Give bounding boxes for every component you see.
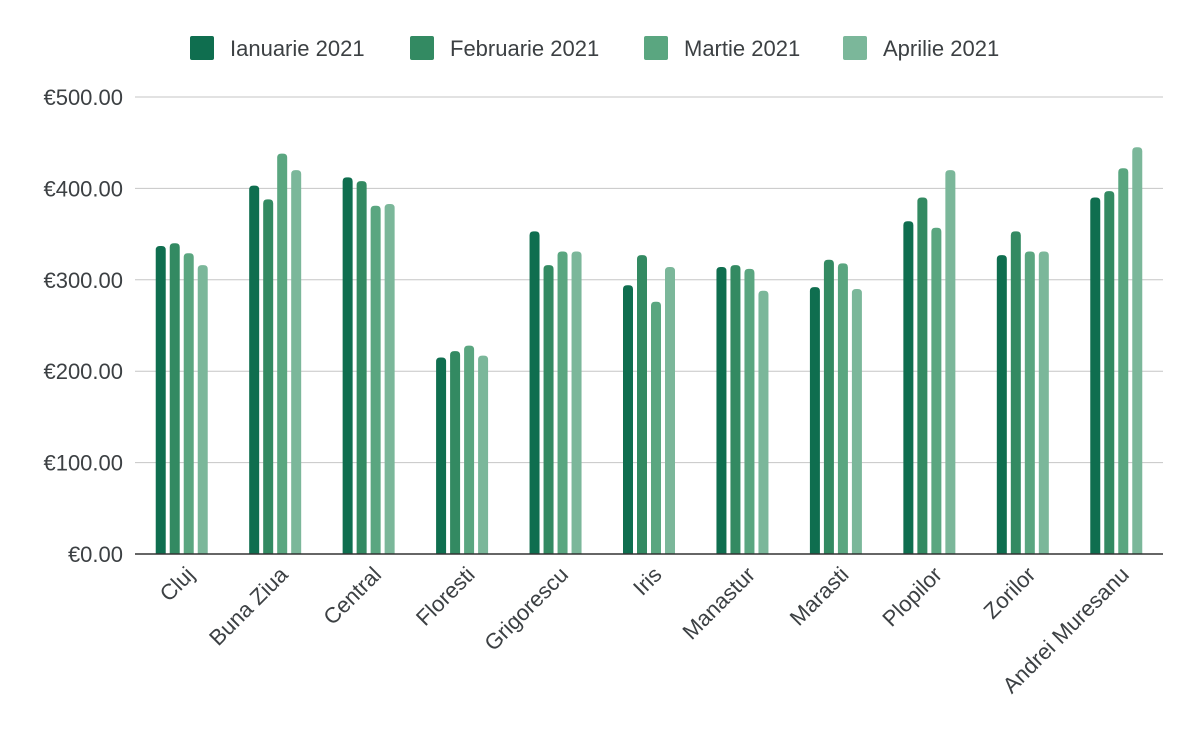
bar: [478, 355, 489, 554]
bar: [651, 301, 661, 554]
bar: [665, 267, 675, 554]
bar: [637, 255, 647, 554]
legend-item: Martie 2021: [644, 36, 800, 61]
bar: [1024, 251, 1035, 554]
legend-swatch: [843, 36, 867, 60]
bar: [263, 199, 274, 555]
x-tick-label: Cluj: [155, 562, 199, 606]
bar: [730, 265, 741, 554]
bar: [1038, 251, 1049, 554]
bar-group: [809, 259, 862, 554]
bar: [623, 285, 633, 554]
bar: [197, 265, 208, 554]
bar-group: [155, 243, 208, 555]
bar: [903, 221, 914, 554]
bar: [809, 287, 820, 554]
bar-group: [623, 255, 675, 554]
bar: [837, 263, 848, 554]
legend-item: Februarie 2021: [410, 36, 599, 61]
legend: Ianuarie 2021 Februarie 2021 Martie 2021 Ap…: [190, 36, 999, 61]
y-tick-label: €400.00: [43, 176, 123, 201]
bar-group: [716, 265, 769, 554]
bar-group: [1090, 147, 1143, 555]
bar: [744, 268, 755, 554]
y-axis: €0.00 €100.00 €200.00 €300.00 €400.00 €500.00: [43, 85, 123, 567]
bar: [543, 265, 554, 554]
bar: [277, 153, 288, 554]
bar: [384, 203, 395, 555]
bar: [183, 253, 194, 554]
y-tick-label: €500.00: [43, 85, 123, 110]
bar: [758, 290, 769, 554]
bars: [155, 147, 1143, 555]
x-tick-label: Grigorescu: [479, 562, 573, 656]
y-tick-label: €300.00: [43, 268, 123, 293]
bar-group: [436, 345, 489, 554]
bar: [917, 197, 928, 555]
y-tick-label: €200.00: [43, 359, 123, 384]
bar: [464, 345, 475, 554]
bar: [436, 357, 447, 554]
bar: [1132, 147, 1143, 554]
bar: [1010, 231, 1021, 554]
bar-group: [342, 177, 395, 555]
bar: [356, 181, 367, 554]
x-tick-label: Marasti: [785, 562, 854, 631]
bar: [342, 177, 353, 554]
bar: [249, 185, 260, 554]
bar: [996, 255, 1007, 554]
x-tick-label: Zorilor: [979, 562, 1041, 624]
legend-label: Februarie 2021: [450, 36, 599, 61]
legend-label: Martie 2021: [684, 36, 800, 61]
bar-group: [996, 231, 1049, 554]
bar: [291, 170, 302, 554]
gridlines: [135, 96, 1163, 464]
legend-item: Ianuarie 2021: [190, 36, 365, 61]
bar: [716, 267, 727, 554]
x-tick-label: Central: [318, 562, 386, 630]
bar-group: [903, 170, 956, 555]
bar: [571, 251, 582, 554]
bar: [931, 227, 942, 554]
bar: [155, 245, 166, 554]
x-tick-label: Floresti: [411, 562, 480, 631]
bar: [1090, 197, 1101, 555]
bar: [169, 243, 180, 555]
x-axis: Cluj Buna Ziua Central Floresti Grigorescu Ir…: [155, 561, 1134, 698]
y-tick-label: €100.00: [43, 451, 123, 476]
bar: [851, 288, 862, 554]
bar: [1118, 168, 1129, 555]
bar-group: [529, 231, 582, 554]
legend-swatch: [644, 36, 668, 60]
bar: [370, 205, 381, 555]
legend-item: Aprilie 2021: [843, 36, 999, 61]
x-tick-label: Buna Ziua: [204, 561, 293, 650]
x-tick-label: Plopilor: [877, 562, 947, 632]
x-tick-label: Manastur: [677, 562, 760, 645]
legend-label: Aprilie 2021: [883, 36, 999, 61]
bar: [945, 170, 956, 554]
legend-swatch: [190, 36, 214, 60]
bar: [1104, 191, 1115, 554]
legend-label: Ianuarie 2021: [230, 36, 365, 61]
bar-group: [249, 153, 302, 555]
y-tick-label: €0.00: [68, 542, 123, 567]
bar: [823, 259, 834, 554]
legend-swatch: [410, 36, 434, 60]
bar: [529, 231, 540, 554]
bar: [450, 351, 461, 554]
bar: [557, 251, 568, 554]
x-tick-label: Iris: [628, 562, 666, 600]
